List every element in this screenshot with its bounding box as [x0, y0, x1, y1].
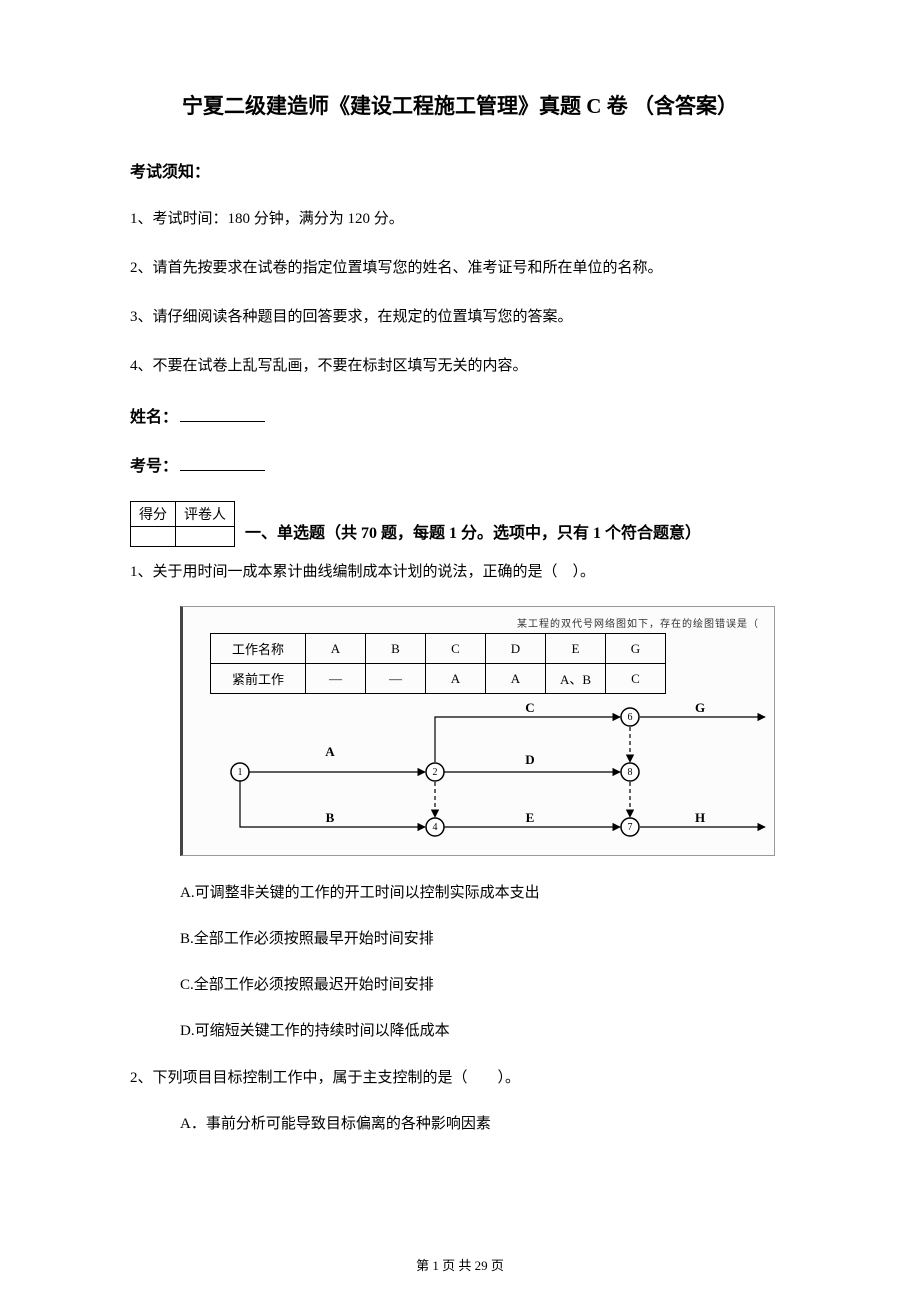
table-prev-C: A — [426, 664, 486, 694]
q1-option-B: B.全部工作必须按照最早开始时间安排 — [180, 927, 790, 951]
name-label: 姓名： — [130, 409, 178, 426]
score-section-row: 得分 评卷人 一、单选题（共 70 题，每题 1 分。选项中，只有 1 个符合题… — [130, 501, 790, 547]
table-row2-header: 紧前工作 — [211, 664, 306, 694]
exam-number-field: 考号： — [130, 452, 790, 476]
table-prev-E: A、B — [546, 664, 606, 694]
question-2-stem: 2、下列项目目标控制工作中，属于主支控制的是（ ）。 — [130, 1065, 790, 1092]
svg-text:E: E — [526, 810, 535, 825]
svg-text:8: 8 — [628, 767, 633, 778]
question-1-figure: 某工程的双代号网络图如下，存在的绘图错误是（ 工作名称 A B C D E G … — [180, 606, 775, 856]
svg-text:1: 1 — [238, 767, 243, 778]
instruction-2: 2、请首先按要求在试卷的指定位置填写您的姓名、准考证号和所在单位的名称。 — [130, 256, 790, 280]
page-footer: 第 1 页 共 29 页 — [0, 1255, 920, 1274]
table-col-B: B — [366, 634, 426, 664]
q1-option-A: A.可调整非关键的工作的开工时间以控制实际成本支出 — [180, 881, 790, 905]
q1-option-D: D.可缩短关键工作的持续时间以降低成本 — [180, 1019, 790, 1043]
table-prev-A: — — [306, 664, 366, 694]
section-one-heading: 一、单选题（共 70 题，每题 1 分。选项中，只有 1 个符合题意） — [245, 501, 701, 543]
table-col-C: C — [426, 634, 486, 664]
svg-text:4: 4 — [433, 822, 438, 833]
instruction-3: 3、请仔细阅读各种题目的回答要求，在规定的位置填写您的答案。 — [130, 305, 790, 329]
svg-text:D: D — [525, 752, 534, 767]
table-prev-B: — — [366, 664, 426, 694]
score-header-score: 得分 — [131, 502, 176, 527]
table-col-D: D — [486, 634, 546, 664]
table-prev-G: C — [606, 664, 666, 694]
svg-text:2: 2 — [433, 767, 438, 778]
table-prev-D: A — [486, 664, 546, 694]
figure-caption: 某工程的双代号网络图如下，存在的绘图错误是（ — [195, 615, 759, 630]
svg-text:B: B — [326, 810, 335, 825]
activity-table: 工作名称 A B C D E G 紧前工作 — — A A A、B C — [210, 633, 666, 694]
svg-text:6: 6 — [628, 712, 633, 723]
table-col-E: E — [546, 634, 606, 664]
score-cell-grader — [176, 527, 235, 547]
svg-text:G: G — [695, 702, 705, 715]
q2-option-A: A．事前分析可能导致目标偏离的各种影响因素 — [180, 1112, 790, 1136]
table-col-A: A — [306, 634, 366, 664]
exam-number-underline — [180, 470, 265, 471]
instruction-4: 4、不要在试卷上乱写乱画，不要在标封区填写无关的内容。 — [130, 354, 790, 378]
score-cell-score — [131, 527, 176, 547]
score-table: 得分 评卷人 — [130, 501, 235, 547]
instruction-1: 1、考试时间：180 分钟，满分为 120 分。 — [130, 207, 790, 231]
score-header-grader: 评卷人 — [176, 502, 235, 527]
svg-text:A: A — [325, 744, 335, 759]
table-row1-header: 工作名称 — [211, 634, 306, 664]
exam-number-label: 考号： — [130, 458, 178, 475]
question-1-stem: 1、关于用时间一成本累计曲线编制成本计划的说法，正确的是（ ）。 — [130, 559, 790, 586]
name-underline — [180, 421, 265, 422]
name-field: 姓名： — [130, 403, 790, 427]
q1-option-C: C.全部工作必须按照最迟开始时间安排 — [180, 973, 790, 997]
svg-text:H: H — [695, 810, 705, 825]
table-col-G: G — [606, 634, 666, 664]
svg-text:C: C — [525, 702, 534, 715]
network-diagram: A B C D E G H 1 2 4 6 8 7 — [210, 702, 770, 842]
svg-text:7: 7 — [628, 822, 633, 833]
page-title: 宁夏二级建造师《建设工程施工管理》真题 C 卷 （含答案） — [130, 90, 790, 120]
instructions-heading: 考试须知： — [130, 158, 790, 182]
